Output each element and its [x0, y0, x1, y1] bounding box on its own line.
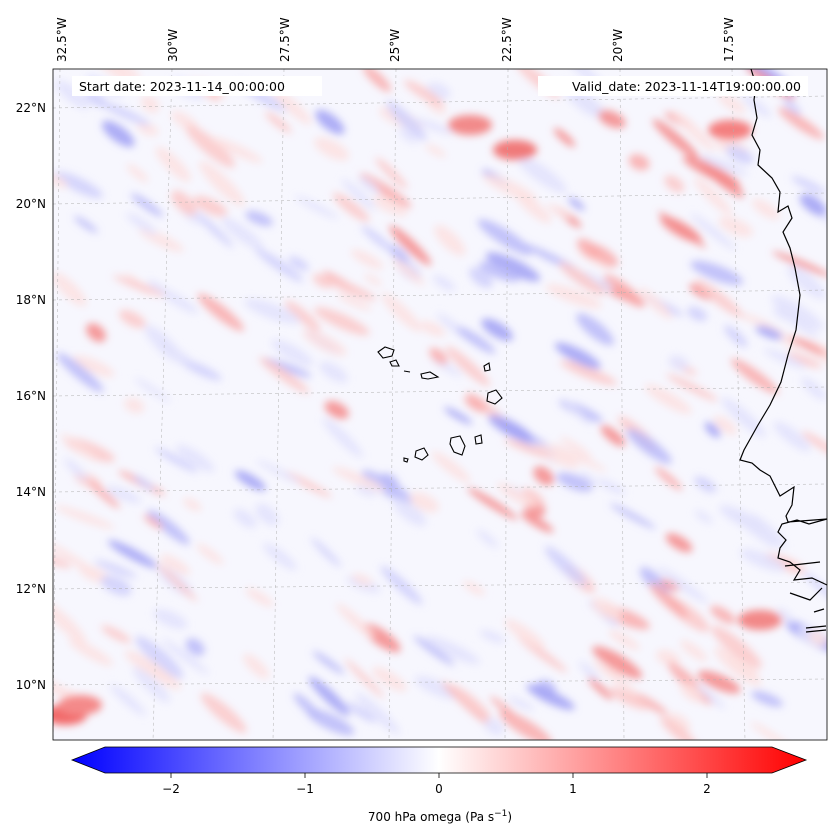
colorbar-tick-label: 1 [569, 782, 577, 796]
lat-label: 10°N [16, 678, 46, 692]
lat-label: 18°N [16, 293, 46, 307]
colorbar-bar [70, 746, 808, 774]
map-frame [52, 68, 828, 741]
colorbar: −2 −1 0 1 2 700 hPa omega (Pa s−1) [70, 746, 808, 824]
lat-label: 20°N [16, 197, 46, 211]
lat-label: 12°N [16, 582, 46, 596]
coastline-west-africa [739, 68, 828, 633]
map-panel: Start date: 2023-11-14_00:00:00 Valid_da… [52, 68, 828, 741]
colorbar-ticks [170, 773, 708, 778]
lon-label: 20°W [611, 29, 625, 62]
colorbar-title: 700 hPa omega (Pa s−1) [368, 809, 512, 824]
lat-label: 14°N [16, 485, 46, 499]
lon-label: 27.5°W [278, 17, 292, 62]
cape-verde-islands [377, 346, 503, 463]
valid-date-label: Valid_date: 2023-11-14T19:00:00.00 [572, 79, 801, 94]
lon-label: 17.5°W [722, 17, 736, 62]
latitude-labels: 22°N 20°N 18°N 16°N 14°N 12°N 10°N [16, 101, 46, 692]
colorbar-tick-label: 0 [435, 782, 443, 796]
lon-label: 25°W [388, 29, 402, 62]
lon-label: 22.5°W [500, 17, 514, 62]
start-date-box [72, 76, 322, 96]
start-date-label: Start date: 2023-11-14_00:00:00 [79, 79, 285, 94]
colorbar-tick-label: −1 [296, 782, 314, 796]
colorbar-tick-label: 2 [703, 782, 711, 796]
colorbar-tick-label: −2 [162, 782, 180, 796]
valid-date-box [538, 76, 808, 96]
longitude-labels: 32.5°W 30°W 27.5°W 25°W 22.5°W 20°W 17.5… [55, 17, 736, 62]
lon-label: 32.5°W [55, 17, 69, 62]
lon-label: 30°W [166, 29, 180, 62]
lat-label: 22°N [16, 101, 46, 115]
lat-label: 16°N [16, 389, 46, 403]
gridlines [53, 69, 827, 740]
